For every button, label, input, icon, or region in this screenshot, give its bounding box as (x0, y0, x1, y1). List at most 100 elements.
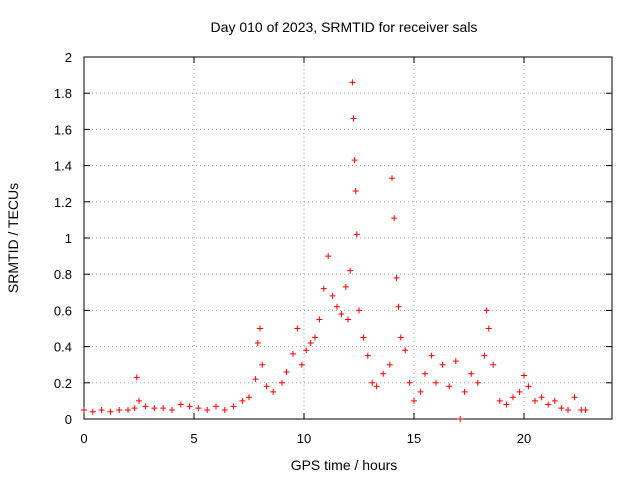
data-point (538, 394, 545, 401)
data-point (510, 394, 516, 401)
data-point (195, 405, 202, 412)
data-point (521, 372, 527, 379)
data-point (446, 383, 453, 390)
data-point (252, 376, 259, 383)
y-tick-label: 0.2 (54, 376, 72, 391)
x-tick-label: 15 (407, 431, 421, 446)
y-tick-label: 0.8 (54, 267, 72, 282)
data-point (364, 352, 371, 359)
data-point (352, 187, 359, 194)
data-point (329, 292, 336, 299)
data-point (307, 339, 314, 346)
y-tick-label: 1.4 (54, 159, 72, 174)
data-point (89, 408, 96, 415)
data-point (571, 394, 578, 401)
data-point (356, 307, 362, 314)
data-point (474, 379, 481, 386)
data-point (98, 406, 105, 413)
data-point (461, 388, 468, 395)
data-point (342, 283, 349, 290)
data-point (230, 403, 237, 410)
data-point (402, 347, 409, 354)
data-point (380, 370, 387, 377)
data-point (81, 406, 87, 413)
y-tick-labels: 0 0.2 0.4 0.6 0.8 1 1.2 1.4 1.6 1.8 2 (54, 50, 72, 427)
data-point (136, 397, 142, 404)
data-point (283, 368, 290, 375)
data-point (417, 388, 424, 395)
data-points (81, 79, 589, 422)
data-point (279, 379, 285, 386)
data-point (303, 347, 310, 354)
x-tick-label: 20 (517, 431, 531, 446)
y-axis-label: SRMTID / TECUs (5, 183, 21, 293)
data-point (116, 406, 123, 413)
data-point (468, 370, 475, 377)
data-point (349, 79, 356, 86)
data-point (320, 285, 327, 292)
data-point (294, 325, 301, 332)
data-point (213, 403, 219, 410)
data-point (151, 405, 158, 412)
data-point (204, 406, 211, 413)
data-point (239, 397, 246, 404)
data-point (353, 231, 360, 238)
x-tick-label: 10 (297, 431, 311, 446)
data-point (428, 352, 435, 359)
data-point (259, 361, 266, 368)
data-point (496, 397, 503, 404)
x-tick-label: 5 (190, 431, 197, 446)
data-point (257, 325, 263, 332)
data-point (360, 334, 367, 341)
grid (84, 57, 612, 419)
data-point (393, 274, 400, 281)
data-point (347, 267, 354, 274)
x-tick-label: 0 (80, 431, 87, 446)
y-tick-label: 1.2 (54, 195, 72, 210)
data-point (485, 325, 492, 332)
data-point (350, 115, 357, 122)
data-point (433, 379, 439, 386)
data-point (397, 334, 404, 341)
data-point (160, 405, 167, 412)
data-point (270, 388, 277, 395)
data-point (481, 352, 488, 359)
data-point (177, 401, 184, 408)
data-point (452, 358, 459, 365)
data-point (263, 383, 270, 390)
data-point (516, 388, 523, 395)
data-point (483, 307, 490, 314)
data-point (551, 397, 558, 404)
data-point (490, 361, 497, 368)
data-point (439, 361, 446, 368)
data-point (246, 394, 252, 401)
y-tick-label: 1.6 (54, 122, 72, 137)
data-point (131, 405, 138, 412)
data-point (351, 157, 358, 164)
data-point (373, 383, 380, 390)
data-point (395, 303, 402, 310)
data-point (545, 401, 552, 408)
data-point (142, 403, 149, 410)
data-point (582, 406, 589, 413)
data-point (325, 253, 332, 260)
data-point (254, 339, 261, 346)
y-tick-label: 0.4 (54, 340, 72, 355)
data-point (169, 406, 175, 413)
data-point (422, 370, 428, 377)
data-point (391, 215, 398, 222)
data-point (221, 406, 228, 413)
y-tick-label: 1 (65, 231, 72, 246)
data-point (345, 316, 351, 323)
data-point (125, 406, 131, 413)
data-point (107, 408, 114, 415)
data-point (457, 416, 464, 422)
y-tick-label: 1.8 (54, 86, 72, 101)
data-point (133, 374, 140, 381)
data-point (406, 379, 413, 386)
x-axis-label: GPS time / hours (291, 457, 398, 473)
data-point (369, 379, 376, 386)
data-point (558, 405, 565, 412)
data-point (312, 334, 318, 341)
